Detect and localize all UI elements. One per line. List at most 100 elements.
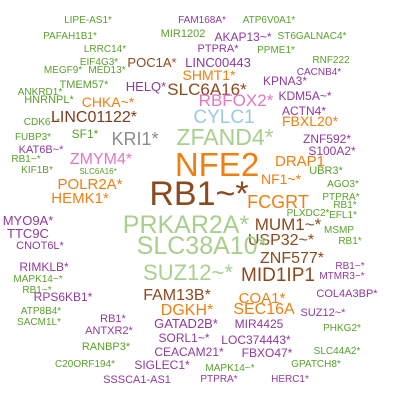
word-cloud-term: LINC00443 <box>185 55 251 70</box>
word-cloud-term: NF1~* <box>260 171 302 187</box>
word-cloud-term: SLC6A16* <box>167 80 247 99</box>
word-cloud-term: S100A2* <box>308 144 356 158</box>
word-cloud-term: HEMK1* <box>51 190 109 207</box>
word-cloud-term: ZNF577* <box>259 250 325 267</box>
word-cloud-term: RB1* <box>338 236 362 247</box>
word-cloud-term: GPATCH8* <box>291 359 341 370</box>
word-cloud-term: MIR1202 <box>160 28 206 40</box>
word-cloud-term: FAM168A* <box>178 15 226 26</box>
word-cloud-term: C20ORF194* <box>54 359 116 370</box>
word-cloud-term: SEC16A <box>233 301 295 318</box>
word-cloud-term: MAPK14~* <box>13 274 63 285</box>
word-cloud-term: TMEM57* <box>59 79 109 91</box>
word-cloud-term: KAT6B~* <box>18 144 64 156</box>
word-cloud-term: PPME1* <box>257 45 295 56</box>
word-cloud-term: SUZ12~* <box>143 260 233 285</box>
word-cloud-term: RBFOX2* <box>198 91 274 110</box>
word-cloud-term: ATP8B4* <box>20 306 62 317</box>
word-cloud-term: RNF222 <box>312 55 350 66</box>
word-cloud-term: KIF1B* <box>21 165 53 176</box>
word-cloud-term: FBXL20* <box>281 113 339 129</box>
word-cloud-term: CEACAM21* <box>154 345 224 359</box>
word-cloud-term: KRI1* <box>111 129 159 149</box>
word-cloud-term: GATAD2B* <box>154 316 218 331</box>
word-cloud-term: PTPRA* <box>322 192 360 203</box>
word-cloud-term: RB1~* <box>149 175 249 213</box>
word-cloud-term: LRRC14* <box>83 44 127 55</box>
word-cloud-term: PAFAH1B1* <box>43 31 97 42</box>
word-cloud-term: POLR2A* <box>57 176 123 193</box>
word-cloud-term: SSSCA1-AS1 <box>103 374 171 386</box>
word-cloud-term: MUM1~* <box>254 215 322 234</box>
word-cloud-term: MSMP <box>324 225 354 236</box>
word-cloud-term: ATP6V0A1* <box>242 15 296 26</box>
word-cloud-term: MID1IP1 <box>241 265 315 286</box>
word-cloud-term: RANBP3* <box>81 341 131 353</box>
word-cloud-term: POC1A* <box>127 55 177 70</box>
word-cloud-term: FCGRT <box>247 192 309 212</box>
word-cloud-term: LIPE-AS1* <box>64 15 112 26</box>
word-cloud-term: NFE2 <box>174 146 260 183</box>
word-cloud-term: CHKA~* <box>81 94 135 110</box>
word-cloud-term: EFL1* <box>329 210 357 221</box>
word-cloud-term: SF1* <box>71 127 99 141</box>
word-cloud-term: FUBP3* <box>14 132 52 143</box>
word-cloud-term: RIMKLB* <box>19 260 69 274</box>
word-cloud-term: MEGF9* <box>43 65 83 76</box>
word-cloud-term: SLC44A2* <box>313 346 361 357</box>
word-cloud-term: MYO9A* <box>2 213 54 228</box>
word-cloud-term: KPNA3* <box>262 74 308 88</box>
word-cloud-term: AKAP13~* <box>214 30 272 44</box>
word-cloud-term: RPS6KB1* <box>33 290 93 304</box>
word-cloud-term: DGKH* <box>160 302 214 319</box>
word-cloud-term: ZFAND4* <box>176 124 274 150</box>
word-cloud-term: RB1* <box>333 200 357 211</box>
word-cloud-term: FBXO47* <box>241 346 293 360</box>
word-cloud-term: ANKRD1* <box>17 87 63 98</box>
word-cloud-term: ANTXR2* <box>85 325 133 337</box>
word-cloud-term: LOC374443* <box>221 333 291 347</box>
word-cloud-term: AGO3* <box>327 179 359 190</box>
word-cloud-term: CDK6~* <box>23 117 61 128</box>
word-cloud-term: CACNB4* <box>296 67 342 78</box>
word-cloud-term: COA1* <box>238 290 286 307</box>
word-cloud-term: KDM5A~* <box>278 89 332 103</box>
word-cloud-term: SACM1L* <box>17 317 61 328</box>
word-cloud-term: ZNF592* <box>302 132 352 146</box>
word-cloud-term: ZMYM4* <box>69 151 133 168</box>
word-cloud-term: USP32~* <box>247 232 315 249</box>
word-cloud-term: HNRNPL* <box>24 94 74 106</box>
word-cloud-term: PHKG2* <box>323 323 361 334</box>
word-cloud-term: MAPK14~* <box>205 363 255 374</box>
word-cloud-term: COL4A3BP* <box>316 288 378 300</box>
word-cloud-term: EIF4G3* <box>79 57 119 68</box>
word-cloud-term: RB1~* <box>11 154 41 165</box>
word-cloud-term: ST6GALNAC4* <box>277 31 347 42</box>
word-cloud-term: PTPRA* <box>197 43 239 55</box>
word-cloud-term: ACTN4* <box>281 104 327 118</box>
word-cloud-term: UBR3* <box>309 165 343 177</box>
word-cloud-term: RB1~* <box>335 261 365 272</box>
word-cloud-term: MED13* <box>88 65 126 76</box>
word-cloud-term: CYLC1 <box>193 107 255 128</box>
word-cloud-term: DRAP1 <box>274 153 326 170</box>
word-cloud-term: PLXDC2* <box>286 208 330 219</box>
word-cloud-term: PTPRA* <box>200 374 238 385</box>
word-cloud-term: MTMR3~* <box>319 271 365 282</box>
word-cloud-term: SLC6A16* <box>79 167 117 176</box>
word-cloud-term: FAM13B* <box>143 287 211 304</box>
word-cloud-term: LINC01122* <box>51 109 137 126</box>
word-cloud-term: CNOT6L* <box>16 240 64 252</box>
word-cloud-term: RB1* <box>100 313 126 325</box>
word-cloud-term: SIGLEC1* <box>134 358 190 372</box>
word-cloud-term: MIR4425 <box>234 317 284 331</box>
word-cloud-term: TTC9C <box>7 226 49 241</box>
word-cloud-term: RB1~* <box>22 285 52 296</box>
word-cloud-term: SORL1~* <box>158 331 210 345</box>
word-cloud-term: HERC1* <box>271 374 309 385</box>
word-cloud-term: SLC38A10* <box>136 232 268 260</box>
word-cloud-term: SUZ12~* <box>300 307 346 319</box>
word-cloud-term: HELQ* <box>125 79 167 94</box>
word-cloud-term: SHMT1* <box>182 67 236 83</box>
